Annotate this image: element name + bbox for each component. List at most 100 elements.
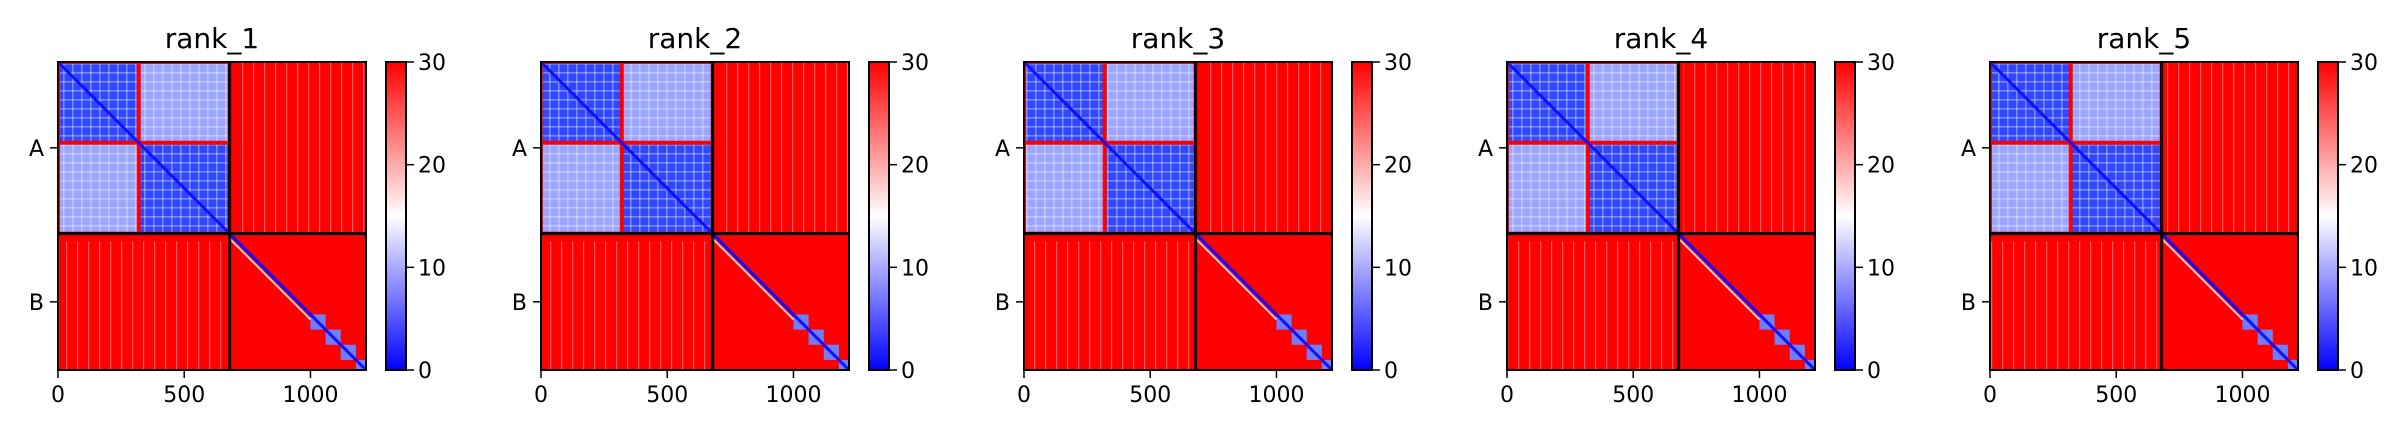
x-tick-label: 500 <box>1129 383 1171 408</box>
colorbar-tick-label: 0 <box>2350 359 2364 384</box>
diagonal <box>1505 60 1817 372</box>
y-chain-label: B <box>1961 291 1976 316</box>
x-tick-label: 0 <box>534 383 548 408</box>
x-tick-label: 1000 <box>2214 383 2270 408</box>
offdiag-texture-ab <box>2166 62 2298 234</box>
colorbar-tick-label: 10 <box>1384 256 1412 281</box>
colorbar-tick-label: 20 <box>1384 154 1412 179</box>
colorbar-frame <box>1351 61 1373 371</box>
colorbar-tick-label: 10 <box>1867 256 1895 281</box>
diagonal <box>1022 60 1334 372</box>
x-tick-label: 500 <box>1612 383 1654 408</box>
colorbar <box>869 62 889 370</box>
domain-block-texture <box>60 144 137 232</box>
colorbar-frame <box>2317 61 2339 371</box>
axes-frame <box>1989 61 2299 371</box>
panel-title: rank_3 <box>1131 22 1225 55</box>
y-chain-label: B <box>995 291 1010 316</box>
axes-frame <box>1023 61 1333 371</box>
offdiag-texture-ab <box>1200 62 1332 234</box>
x-tick-label: 1000 <box>1731 383 1787 408</box>
diagonal-band <box>2160 237 2244 321</box>
colorbar <box>386 62 406 370</box>
colorbar-tick-label: 10 <box>2350 256 2378 281</box>
axes-frame <box>540 61 850 371</box>
domain-block-texture <box>1026 144 1103 232</box>
panel-title: rank_2 <box>648 22 742 55</box>
y-chain-label: A <box>1961 137 1976 162</box>
offdiag-texture-ba <box>1990 241 2162 370</box>
offdiag-texture-ba <box>541 241 713 370</box>
x-tick-label: 1000 <box>1248 383 1304 408</box>
domain-block-texture <box>1589 64 1677 141</box>
colorbar <box>2318 62 2338 370</box>
diagonal <box>539 60 851 372</box>
colorbar-tick-label: 30 <box>901 51 929 76</box>
colorbar-tick-label: 20 <box>1867 154 1895 179</box>
domain-block-texture <box>1106 64 1194 141</box>
x-tick-label: 500 <box>163 383 205 408</box>
domain-block-texture <box>623 64 711 141</box>
offdiag-texture-ab <box>1683 62 1815 234</box>
colorbar <box>1352 62 1372 370</box>
colorbar-frame <box>385 61 407 371</box>
domain-block-texture <box>2072 64 2160 141</box>
y-chain-label: B <box>512 291 527 316</box>
colorbar-frame <box>1834 61 1856 371</box>
colorbar-tick-label: 20 <box>2350 154 2378 179</box>
offdiag-texture-ba <box>1507 241 1679 370</box>
axes-frame <box>1506 61 1816 371</box>
colorbar-tick-label: 0 <box>1867 359 1881 384</box>
diagonal-band <box>1194 237 1278 321</box>
colorbar-tick-label: 30 <box>418 51 446 76</box>
y-chain-label: A <box>512 137 527 162</box>
x-tick-label: 500 <box>646 383 688 408</box>
offdiag-texture-ab <box>234 62 366 234</box>
heatmap-panel-4: rank_4 0 500 1000 A B 0 10 20 30 <box>1478 22 1895 408</box>
y-chain-label: B <box>29 291 44 316</box>
panel-title: rank_5 <box>2097 22 2191 55</box>
domain-block-texture <box>140 64 228 141</box>
y-chain-label: B <box>1478 291 1493 316</box>
diagonal <box>56 60 368 372</box>
domain-block-texture <box>543 144 620 232</box>
colorbar-tick-label: 0 <box>901 359 915 384</box>
panel-title: rank_4 <box>1614 22 1708 55</box>
diagonal-band <box>711 237 795 321</box>
colorbar <box>1835 62 1855 370</box>
colorbar-tick-label: 30 <box>1867 51 1895 76</box>
domain-block-texture <box>1509 144 1586 232</box>
offdiag-texture-ba <box>1024 241 1196 370</box>
colorbar-tick-label: 0 <box>1384 359 1398 384</box>
heatmap-panel-3: rank_3 0 500 1000 A B 0 10 20 30 <box>995 22 1412 408</box>
y-chain-label: A <box>995 137 1010 162</box>
offdiag-texture-ab <box>717 62 849 234</box>
x-tick-label: 0 <box>51 383 65 408</box>
y-chain-label: A <box>1478 137 1493 162</box>
diagonal <box>1988 60 2300 372</box>
colorbar-tick-label: 30 <box>2350 51 2378 76</box>
colorbar-tick-label: 0 <box>418 359 432 384</box>
x-tick-label: 0 <box>1017 383 1031 408</box>
panel-title: rank_1 <box>165 22 259 55</box>
colorbar-frame <box>868 61 890 371</box>
colorbar-tick-label: 10 <box>418 256 446 281</box>
heatmap-panel-1: rank_1 0 500 1000 A B 0 10 20 30 <box>29 22 446 408</box>
x-tick-label: 1000 <box>765 383 821 408</box>
x-tick-label: 500 <box>2095 383 2137 408</box>
x-tick-label: 1000 <box>282 383 338 408</box>
diagonal-band <box>228 237 312 321</box>
x-tick-label: 0 <box>1500 383 1514 408</box>
colorbar-tick-label: 30 <box>1384 51 1412 76</box>
colorbar-tick-label: 10 <box>901 256 929 281</box>
y-chain-label: A <box>29 137 44 162</box>
domain-block-texture <box>1992 144 2069 232</box>
heatmap-panel-5: rank_5 0 500 1000 A B 0 10 20 30 <box>1961 22 2378 408</box>
heatmap-panel-2: rank_2 0 500 1000 A B 0 10 20 30 <box>512 22 929 408</box>
colorbar-tick-label: 20 <box>418 154 446 179</box>
offdiag-texture-ba <box>58 241 230 370</box>
diagonal-band <box>1677 237 1761 321</box>
colorbar-tick-label: 20 <box>901 154 929 179</box>
x-tick-label: 0 <box>1983 383 1997 408</box>
